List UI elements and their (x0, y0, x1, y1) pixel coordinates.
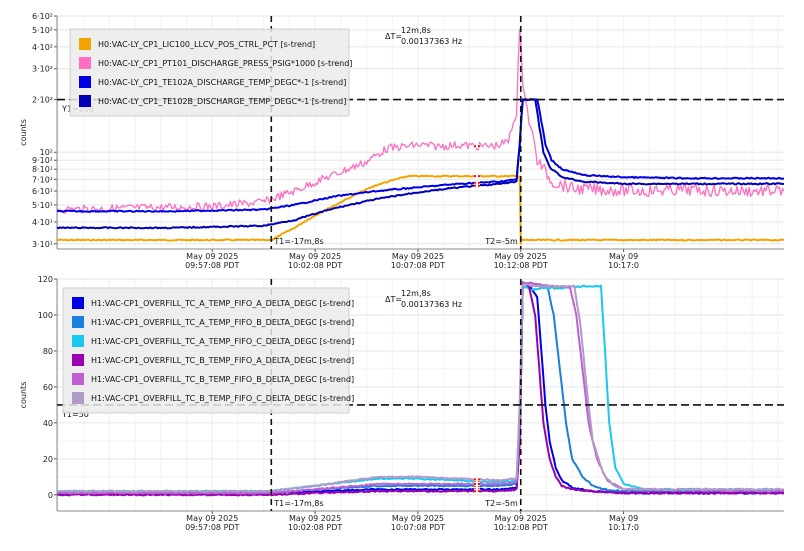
legend-entry: H1:VAC-CP1_OVERFILL_TC_B_TEMP_FIFO_C_DEL… (91, 394, 354, 403)
x-tick-label-time: 09:57:08 PDT (185, 261, 239, 270)
y-tick-label: 120 (38, 275, 53, 284)
x-tick-label-date: May 09 2025 (392, 514, 444, 523)
t2-cursor-label: T2=-5m (484, 499, 518, 508)
legend-swatch (72, 354, 84, 366)
y-tick-label: 4·10¹ (32, 218, 53, 227)
y-tick-label: 20 (43, 455, 53, 464)
legend-swatch (79, 76, 91, 88)
y-tick-label: 40 (43, 419, 53, 428)
x-tick-label-time: 10:02:08 PDT (288, 261, 342, 270)
legend-entry: H0:VAC-LY_CP1_TE102A_DISCHARGE_TEMP_DEGC… (98, 78, 346, 87)
delta-t-frequency: 0.00137363 Hz (401, 37, 462, 46)
series-group (57, 28, 784, 245)
gap-blank (473, 174, 480, 179)
delta-t-label: ΔT= (385, 295, 402, 304)
x-tick-label-date: May 09 2025 (289, 514, 341, 523)
series-line-4 (57, 98, 784, 230)
x-tick-label-time: 10:07:08 PDT (391, 523, 445, 532)
legend-entry: H1:VAC-CP1_OVERFILL_TC_B_TEMP_FIFO_B_DEL… (91, 375, 354, 384)
legend-entry: H1:VAC-CP1_OVERFILL_TC_A_TEMP_FIFO_A_DEL… (91, 299, 354, 308)
x-tick-label-date: May 09 2025 (289, 252, 341, 261)
legend-swatch (79, 95, 91, 107)
legend-swatch (72, 335, 84, 347)
legend-box (69, 28, 350, 117)
legend-swatch (72, 373, 84, 385)
series-line-4 (57, 281, 784, 497)
delta-t-value: 12m,8s (401, 289, 431, 298)
x-tick-label-date: May 09 (609, 514, 638, 523)
series-line-2 (57, 28, 784, 214)
legend-entry: H1:VAC-CP1_OVERFILL_TC_A_TEMP_FIFO_C_DEL… (91, 337, 354, 346)
x-tick-label-time: 10:12:08 PDT (494, 261, 548, 270)
y-tick-label: 100 (38, 311, 53, 320)
y-tick-label: 8·10¹ (32, 165, 53, 174)
gap-blank (473, 482, 480, 487)
gap-blank (473, 477, 480, 482)
x-tick-label-date: May 09 2025 (186, 514, 238, 523)
y1-cursor-label: Y1=50 (61, 410, 89, 419)
t1-cursor-label: T1=-17m,8s (273, 237, 323, 246)
gap-blank (473, 144, 480, 149)
y-tick-label: 10² (40, 148, 53, 157)
y-tick-label: 4·10² (32, 43, 53, 52)
legend-entry: H0:VAC-LY_CP1_LIC100_LLCV_POS_CTRL_PCT [… (98, 40, 315, 49)
y-tick-label: 6·10² (32, 12, 53, 21)
y-tick-label: 6·10¹ (32, 187, 53, 196)
y-tick-label: 80 (43, 347, 53, 356)
legend-swatch (72, 392, 84, 404)
x-tick-label-time: 10:02:08 PDT (288, 523, 342, 532)
y-tick-label: 60 (43, 383, 53, 392)
legend-entry: H0:VAC-LY_CP1_TE102B_DISCHARGE_TEMP_DEGC… (98, 97, 346, 106)
x-tick-label-time: 10:17:0 (608, 523, 639, 532)
x-tick-label-date: May 09 2025 (392, 252, 444, 261)
legend-swatch (79, 57, 91, 69)
x-tick-label-time: 10:07:08 PDT (391, 261, 445, 270)
x-tick-label-time: 10:17:0 (608, 261, 639, 270)
legend-entry: H1:VAC-CP1_OVERFILL_TC_B_TEMP_FIFO_A_DEL… (91, 356, 354, 365)
y-tick-label: 5·10² (32, 26, 53, 35)
series-line-6 (57, 283, 784, 493)
gap-blank (473, 183, 480, 188)
x-tick-label-time: 10:12:08 PDT (494, 523, 548, 532)
x-tick-label-date: May 09 (609, 252, 638, 261)
legend: H0:VAC-LY_CP1_LIC100_LLCV_POS_CTRL_PCT [… (69, 28, 352, 117)
series-line-1 (57, 174, 784, 245)
legend: H1:VAC-CP1_OVERFILL_TC_A_TEMP_FIFO_A_DEL… (62, 287, 354, 414)
y-tick-label: 5·10¹ (32, 201, 53, 210)
legend-entry: H0:VAC-LY_CP1_PT101_DISCHARGE_PRESS_PSIG… (98, 59, 352, 68)
y-tick-label: 9·10¹ (32, 156, 53, 165)
y-tick-label: 0 (48, 491, 53, 500)
x-tick-label-date: May 09 2025 (495, 514, 547, 523)
gap-blank (473, 489, 480, 494)
y-tick-label: 2·10² (32, 96, 53, 105)
legend-entry: H1:VAC-CP1_OVERFILL_TC_A_TEMP_FIFO_B_DEL… (91, 318, 354, 327)
t2-cursor-label: T2=-5m (484, 237, 518, 246)
delta-t-value: 12m,8s (401, 26, 431, 35)
y-tick-label: 3·10¹ (32, 240, 53, 249)
y-axis-label: counts (19, 119, 28, 146)
legend-swatch (72, 297, 84, 309)
t1-cursor-label: T1=-17m,8s (273, 499, 323, 508)
x-tick-label-time: 09:57:08 PDT (185, 523, 239, 532)
delta-t-label: ΔT= (385, 32, 402, 41)
y-axis-label: counts (19, 382, 28, 409)
y-tick-label: 7·10¹ (32, 175, 53, 184)
y-tick-label: 3·10² (32, 65, 53, 74)
legend-swatch (72, 316, 84, 328)
x-tick-label-date: May 09 2025 (186, 252, 238, 261)
legend-box (62, 287, 350, 414)
legend-swatch (79, 38, 91, 50)
series-group (57, 280, 784, 497)
series-line-3 (57, 98, 784, 213)
gap-blank (473, 180, 480, 185)
delta-t-frequency: 0.00137363 Hz (401, 300, 462, 309)
x-tick-label-date: May 09 2025 (495, 252, 547, 261)
